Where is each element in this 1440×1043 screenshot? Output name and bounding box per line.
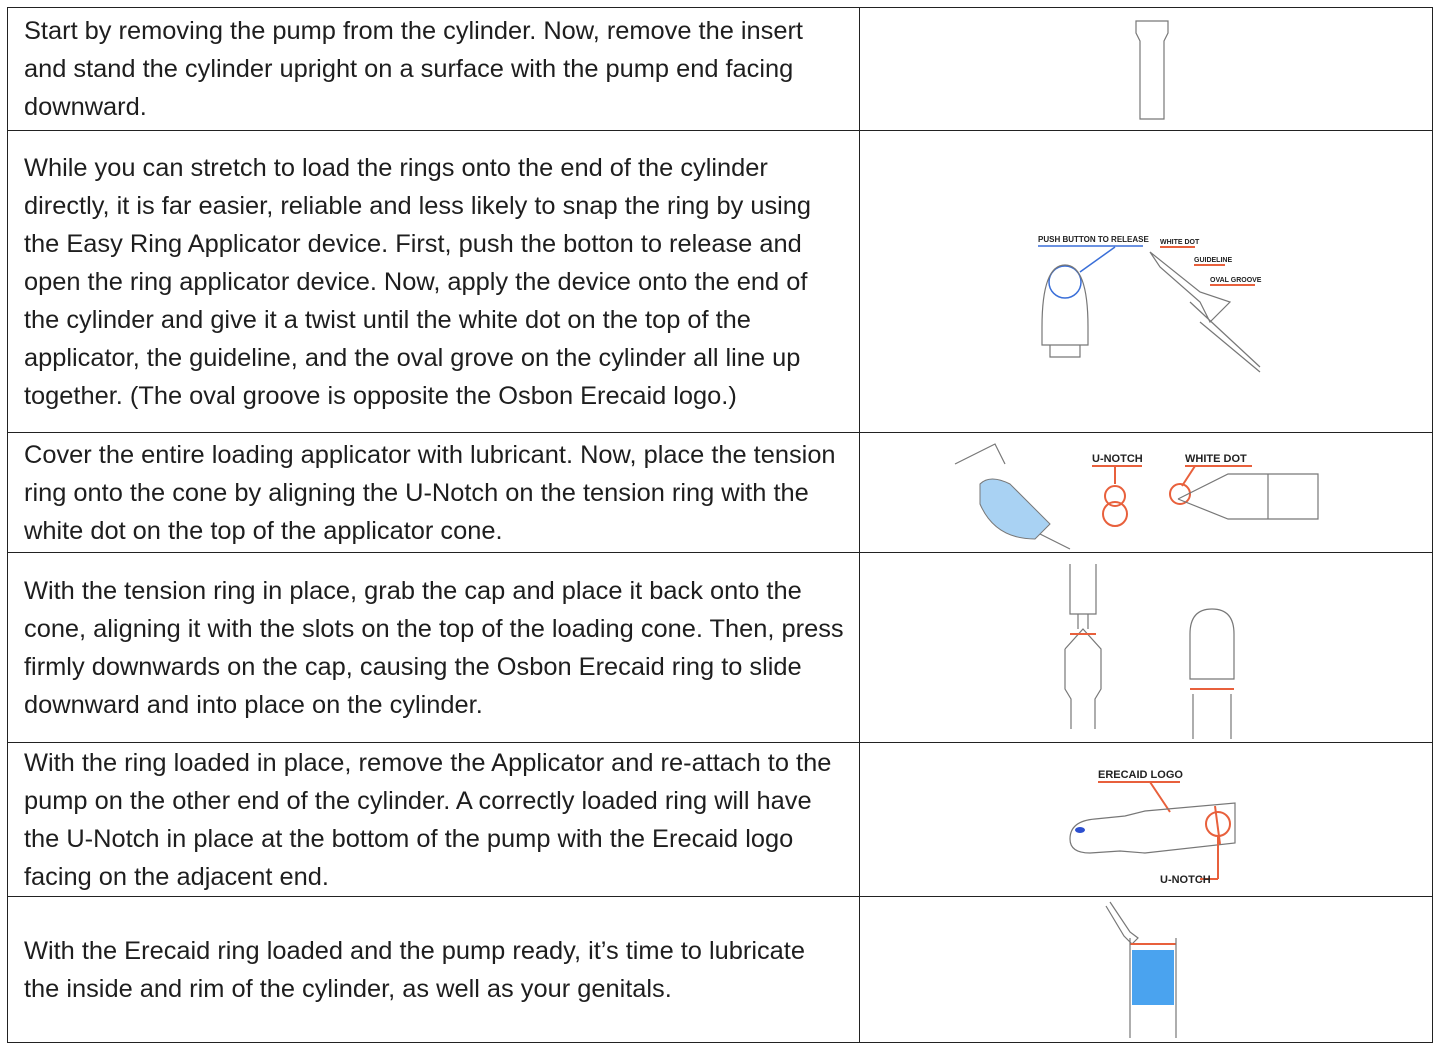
row: With the tension ring in place, grab the… — [7, 552, 1433, 743]
row: With the Erecaid ring loaded and the pum… — [7, 896, 1433, 1043]
row: With the ring loaded in place, remove th… — [7, 742, 1433, 897]
cap-drawing — [1064, 563, 1235, 739]
applicator-drawing: PUSH BUTTON TO RELEASE WHITE DOT GUIDELI… — [1038, 235, 1262, 372]
ring-drawing: U-NOTCH WHITE DOT — [954, 442, 1319, 550]
step-text: With the ring loaded in place, remove th… — [7, 742, 860, 897]
row: Cover the entire loading applicator with… — [7, 432, 1433, 553]
illustration: U-NOTCH WHITE DOT — [859, 432, 1433, 553]
step-text: With the Erecaid ring loaded and the pum… — [7, 896, 860, 1043]
illustration — [859, 7, 1433, 131]
illustration: PUSH BUTTON TO RELEASE WHITE DOT GUIDELI… — [859, 130, 1433, 433]
pump-drawing: ERECAID LOGO U-NOTCH — [1069, 769, 1236, 886]
label: WHITE DOT — [1185, 453, 1247, 465]
label: U-NOTCH — [1092, 453, 1143, 465]
label: U-NOTCH — [1160, 874, 1211, 886]
row: Start by removing the pump from the cyli… — [7, 7, 1433, 131]
label: OVAL GROOVE — [1210, 277, 1262, 284]
step-text: Start by removing the pump from the cyli… — [7, 7, 860, 131]
cylinder-drawing — [1135, 20, 1169, 120]
lubricate-drawing — [1105, 901, 1177, 1038]
illustration — [859, 552, 1433, 743]
illustration: ERECAID LOGO U-NOTCH — [859, 742, 1433, 897]
step-text: While you can stretch to load the rings … — [7, 130, 860, 433]
step-text: With the tension ring in place, grab the… — [7, 552, 860, 743]
illustration — [859, 896, 1433, 1043]
label: GUIDELINE — [1194, 257, 1232, 264]
label: PUSH BUTTON TO RELEASE — [1038, 235, 1149, 244]
label: ERECAID LOGO — [1098, 769, 1183, 781]
label: WHITE DOT — [1160, 239, 1200, 246]
instructions-table: Start by removing the pump from the cyli… — [7, 7, 1433, 1043]
row: While you can stretch to load the rings … — [7, 130, 1433, 433]
step-text: Cover the entire loading applicator with… — [7, 432, 860, 553]
